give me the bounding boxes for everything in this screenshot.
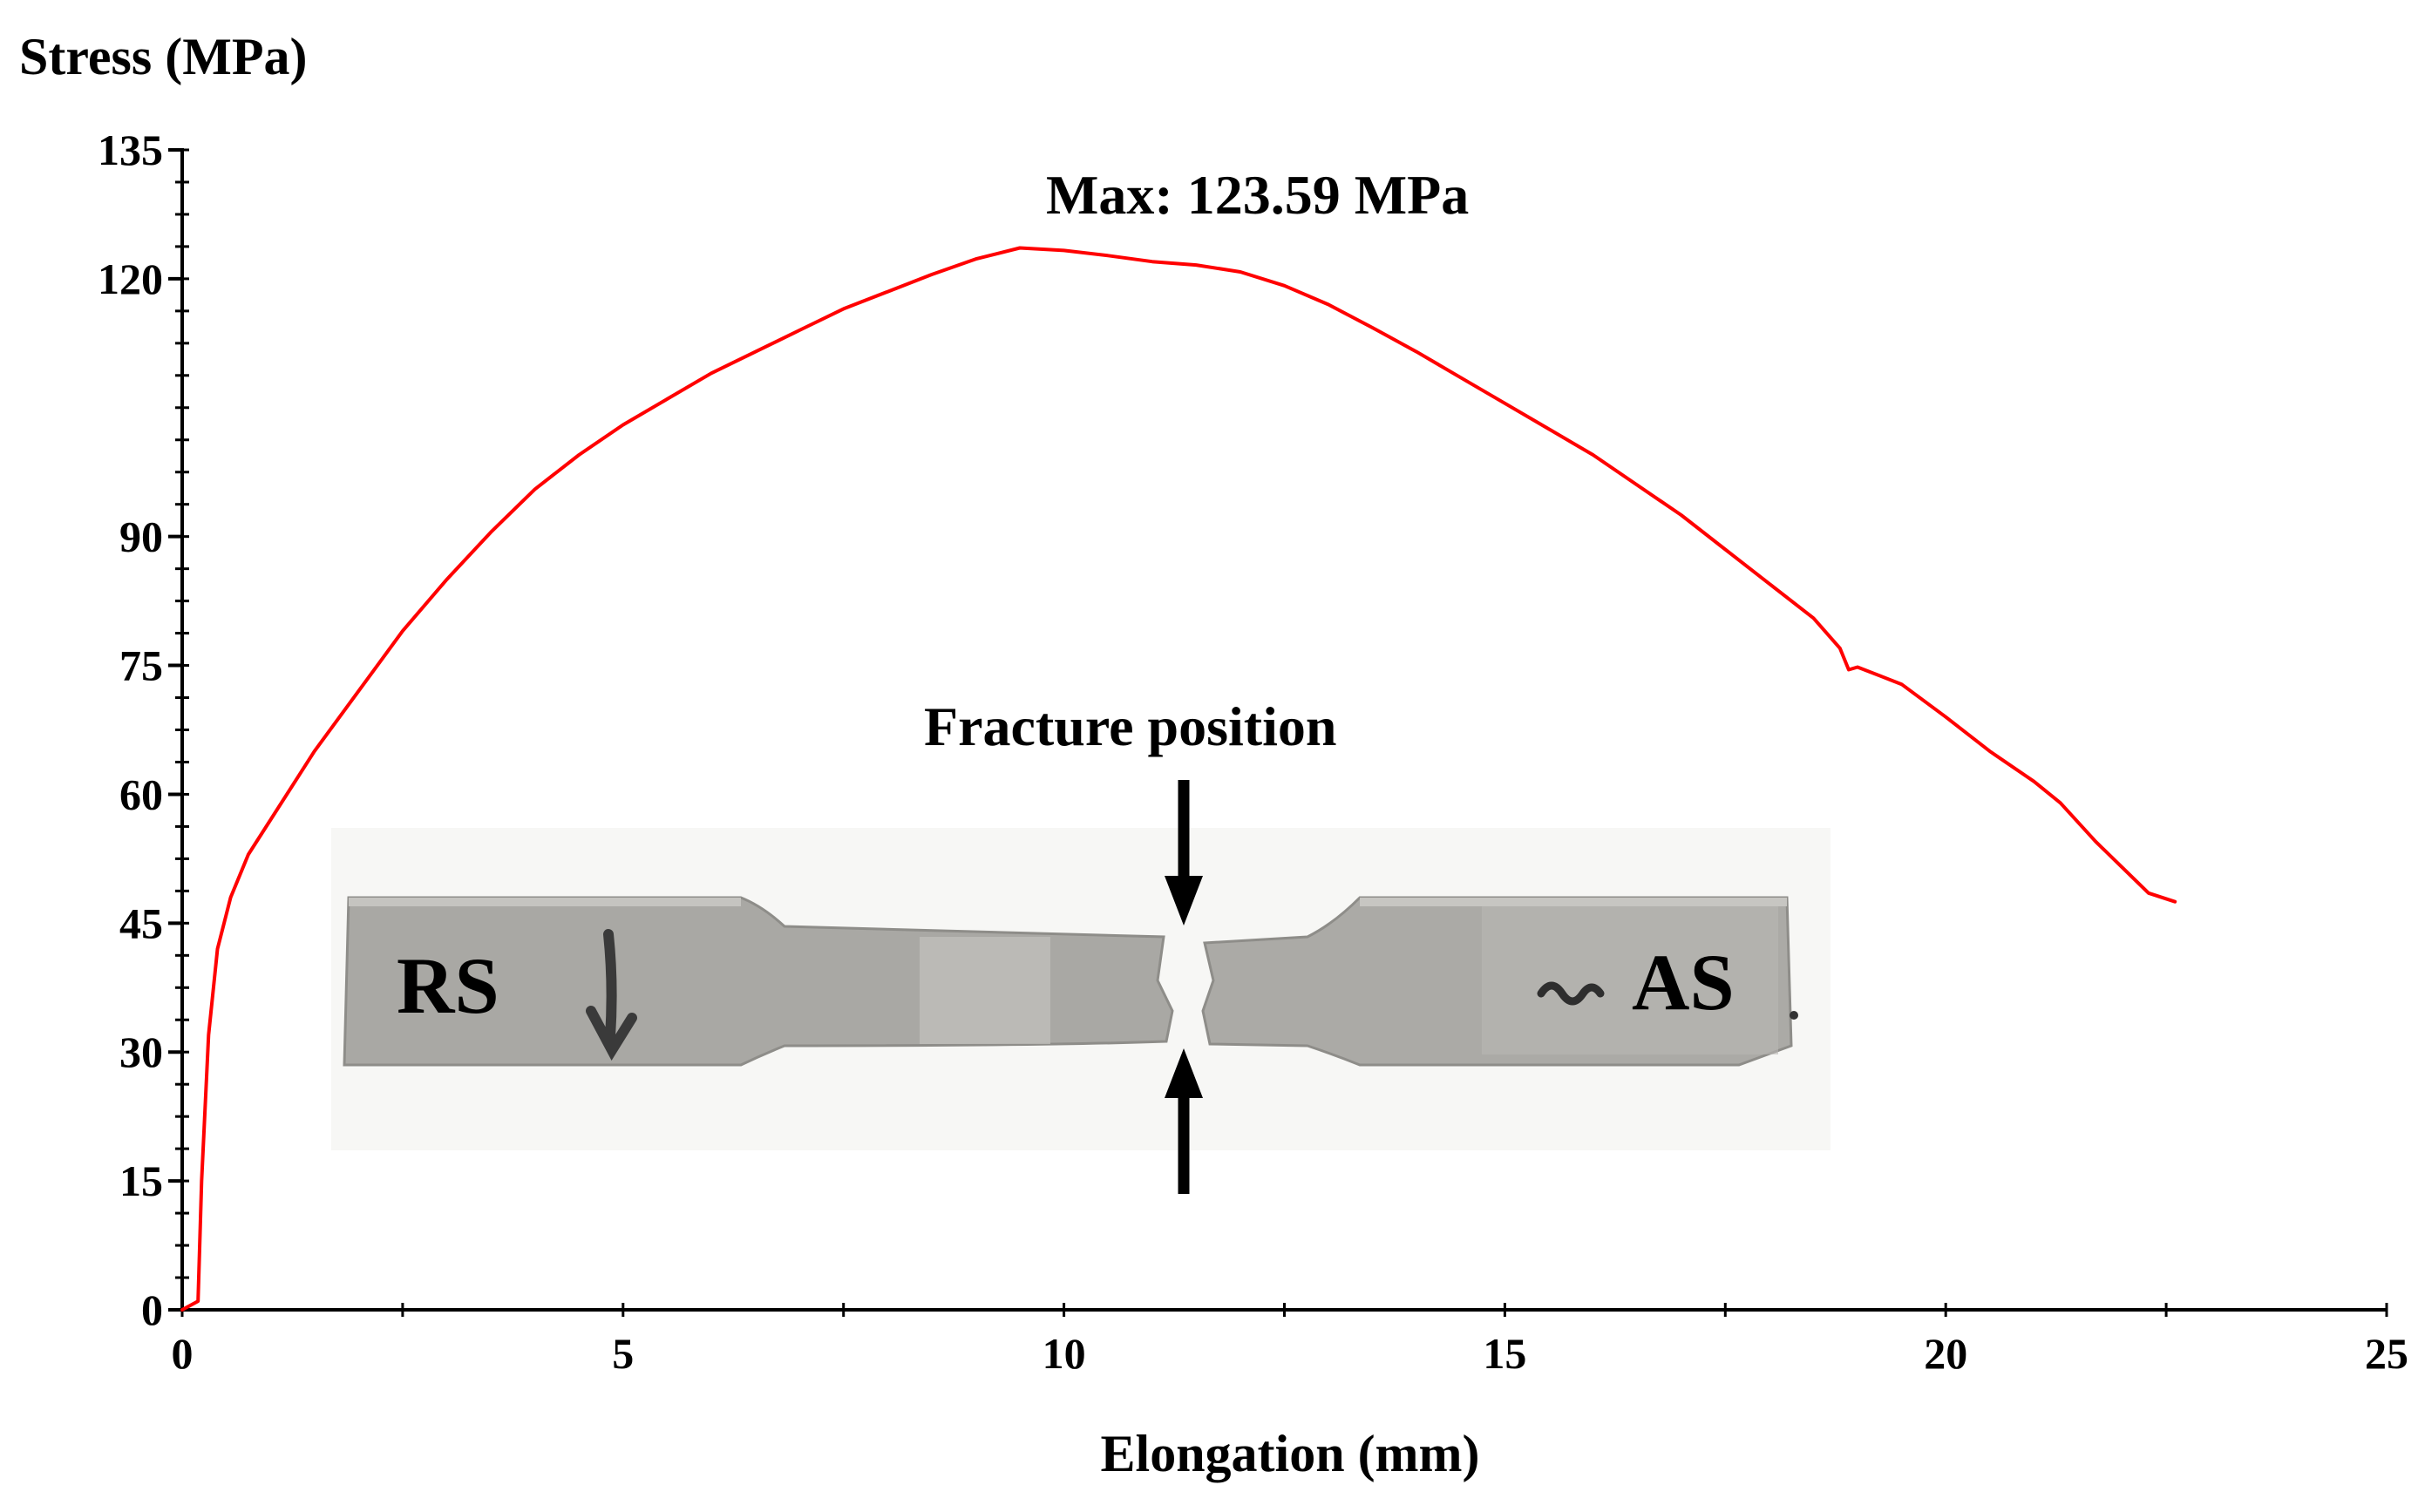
y-ticks: [168, 148, 189, 1312]
y-tick-label: 90: [119, 512, 163, 561]
fracture-arrow-top-head: [1165, 876, 1203, 926]
x-tick-label: 0: [172, 1329, 194, 1378]
specimen-right-speckle: [1482, 906, 1778, 1054]
x-axis-title: Elongation (mm): [1101, 1425, 1480, 1482]
y-tick-label: 75: [119, 641, 163, 690]
rs-label: RS: [397, 941, 499, 1030]
marker-dot: [1790, 1011, 1798, 1020]
max-stress-annotation: Max: 123.59 MPa: [1046, 164, 1469, 226]
specimen-right-top-edge: [1360, 898, 1787, 906]
x-tick-label: 25: [2365, 1329, 2408, 1378]
y-axis-title: Stress (MPa): [19, 28, 307, 85]
fracture-position-label: Fracture position: [924, 695, 1336, 757]
hand-drawn-arrow-mark: [586, 929, 637, 1061]
y-tick-label: 30: [119, 1027, 163, 1076]
series-layer: [180, 246, 2177, 1312]
x-tick-labels: 0 5 10 15 20 25: [172, 1329, 2409, 1378]
specimen-photo: [331, 828, 1830, 1150]
y-tick-label: 0: [141, 1285, 163, 1334]
fracture-arrows: [1165, 780, 1203, 1194]
x-tick-label: 20: [1924, 1329, 1967, 1378]
y-tick-label: 15: [119, 1156, 163, 1205]
x-tick-label: 5: [612, 1329, 634, 1378]
y-tick-label: 135: [98, 125, 163, 174]
y-tick-labels: 0 15 30 45 60 75 90 120 135: [98, 125, 163, 1334]
x-ticks: [180, 1303, 2388, 1317]
y-tick-label: 60: [119, 770, 163, 818]
fracture-arrow-bottom-head: [1165, 1048, 1203, 1098]
specimen-left-top-edge: [349, 898, 741, 906]
marker-scribble: [1537, 981, 1605, 1006]
x-tick-label: 10: [1043, 1329, 1086, 1378]
stress-curve-line: [180, 246, 2177, 1312]
specimen-left-shine: [920, 937, 1050, 1044]
y-tick-label: 120: [98, 254, 163, 303]
y-tick-label: 45: [119, 898, 163, 947]
as-label: AS: [1632, 938, 1735, 1027]
x-tick-label: 15: [1483, 1329, 1526, 1378]
